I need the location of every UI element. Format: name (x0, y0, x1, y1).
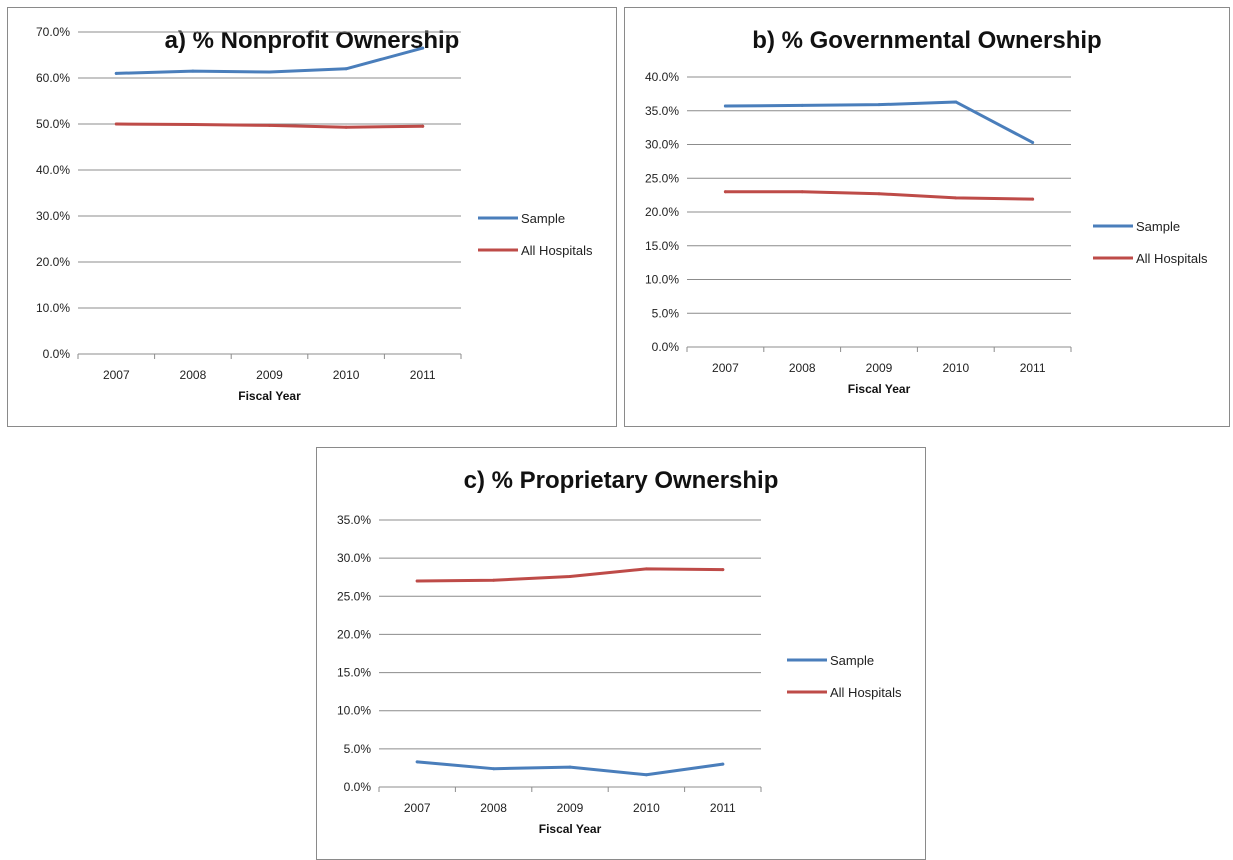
y-tick-label: 50.0% (36, 117, 70, 131)
chart-nonprofit: a) % Nonprofit Ownership0.0%10.0%20.0%30… (36, 25, 593, 403)
data-point-sample (492, 767, 496, 771)
legend-label-sample: Sample (830, 653, 874, 668)
x-tick-label: 2010 (333, 368, 360, 382)
y-tick-label: 0.0% (344, 780, 372, 794)
y-tick-label: 20.0% (337, 627, 371, 641)
data-point-sample (721, 762, 725, 766)
data-point-sample (1031, 140, 1035, 144)
data-point-sample (954, 100, 958, 104)
data-point-sample (415, 760, 419, 764)
y-tick-label: 10.0% (645, 273, 679, 287)
data-point-all-hospitals (877, 192, 881, 196)
x-tick-label: 2009 (866, 361, 893, 375)
chart-title: c) % Proprietary Ownership (464, 467, 779, 494)
data-point-sample (877, 103, 881, 107)
x-axis-label: Fiscal Year (848, 382, 911, 396)
x-tick-label: 2010 (633, 801, 660, 815)
data-point-sample (568, 765, 572, 769)
x-tick-label: 2007 (712, 361, 739, 375)
series-line-all-hospitals (415, 567, 725, 583)
data-point-sample (344, 67, 348, 71)
x-tick-label: 2009 (256, 368, 283, 382)
data-point-all-hospitals (954, 196, 958, 200)
data-point-all-hospitals (1031, 197, 1035, 201)
data-point-sample (191, 69, 195, 73)
chart-panel-governmental: b) % Governmental Ownership 0.0% 5.0% 10.0%… (624, 7, 1230, 427)
x-axis-label: Fiscal Year (539, 822, 602, 836)
y-tick-label: 10.0% (36, 301, 70, 315)
x-tick-label: 2009 (557, 801, 584, 815)
data-point-all-hospitals (344, 125, 348, 129)
y-tick-label: 5.0% (652, 306, 680, 320)
x-tick-label: 2011 (410, 368, 436, 382)
x-tick-label: 2011 (1020, 361, 1046, 375)
y-tick-label: 35.0% (645, 104, 679, 118)
y-tick-label: 0.0% (43, 347, 71, 361)
x-tick-label: 2008 (789, 361, 816, 375)
legend-label-sample: Sample (521, 211, 565, 226)
y-tick-label: 25.0% (337, 589, 371, 603)
data-point-all-hospitals (721, 568, 725, 572)
y-tick-label: 30.0% (337, 551, 371, 565)
chart-panel-nonprofit: a) % Nonprofit Ownership 0.0% 10.0% 20.0% 30… (7, 7, 617, 427)
data-point-sample (114, 71, 118, 75)
chart-title: b) % Governmental Ownership (752, 27, 1101, 54)
data-point-all-hospitals (114, 122, 118, 126)
data-point-all-hospitals (644, 567, 648, 571)
legend-label-all-hospitals: All Hospitals (521, 243, 593, 258)
data-point-sample (268, 70, 271, 74)
y-tick-label: 20.0% (36, 255, 70, 269)
x-tick-label: 2008 (180, 368, 207, 382)
y-tick-label: 0.0% (652, 340, 680, 354)
y-tick-label: 15.0% (645, 239, 679, 253)
data-point-all-hospitals (191, 122, 195, 126)
y-tick-label: 40.0% (36, 163, 70, 177)
x-tick-label: 2010 (942, 361, 969, 375)
y-tick-label: 20.0% (645, 205, 679, 219)
data-point-all-hospitals (415, 579, 419, 583)
y-tick-label: 30.0% (36, 209, 70, 223)
y-tick-label: 30.0% (645, 138, 679, 152)
y-tick-label: 35.0% (337, 513, 371, 527)
chart-proprietary: c) % Proprietary Ownership 0.0% 5.0% 10.0% 1… (337, 467, 902, 836)
series-line-sample (723, 100, 1035, 144)
data-point-all-hospitals (800, 190, 804, 194)
chart-governmental: b) % Governmental Ownership 0.0% 5.0% 10.0%… (645, 27, 1208, 396)
data-point-sample (800, 103, 804, 107)
data-point-all-hospitals (421, 124, 425, 128)
data-point-sample (723, 104, 727, 108)
x-tick-label: 2007 (103, 368, 130, 382)
legend-label-all-hospitals: All Hospitals (830, 685, 902, 700)
data-point-sample (644, 773, 648, 777)
y-tick-label: 15.0% (337, 666, 371, 680)
x-tick-label: 2007 (404, 801, 431, 815)
y-tick-label: 40.0% (645, 70, 679, 84)
y-tick-label: 70.0% (36, 25, 70, 39)
data-point-sample (421, 46, 425, 50)
legend-label-sample: Sample (1136, 219, 1180, 234)
legend-label-all-hospitals: All Hospitals (1136, 251, 1208, 266)
y-tick-label: 25.0% (645, 171, 679, 185)
y-tick-label: 5.0% (344, 742, 372, 756)
x-tick-label: 2008 (480, 801, 507, 815)
chart-panel-proprietary: c) % Proprietary Ownership 0.0% 5.0% 10.0% 1… (316, 447, 926, 860)
x-axis-label: Fiscal Year (238, 389, 301, 403)
data-point-all-hospitals (492, 578, 496, 582)
y-tick-label: 10.0% (337, 704, 371, 718)
data-point-all-hospitals (568, 574, 572, 578)
y-tick-label: 60.0% (36, 71, 70, 85)
data-point-all-hospitals (723, 190, 727, 194)
data-point-all-hospitals (268, 123, 271, 127)
x-tick-label: 2011 (710, 801, 736, 815)
